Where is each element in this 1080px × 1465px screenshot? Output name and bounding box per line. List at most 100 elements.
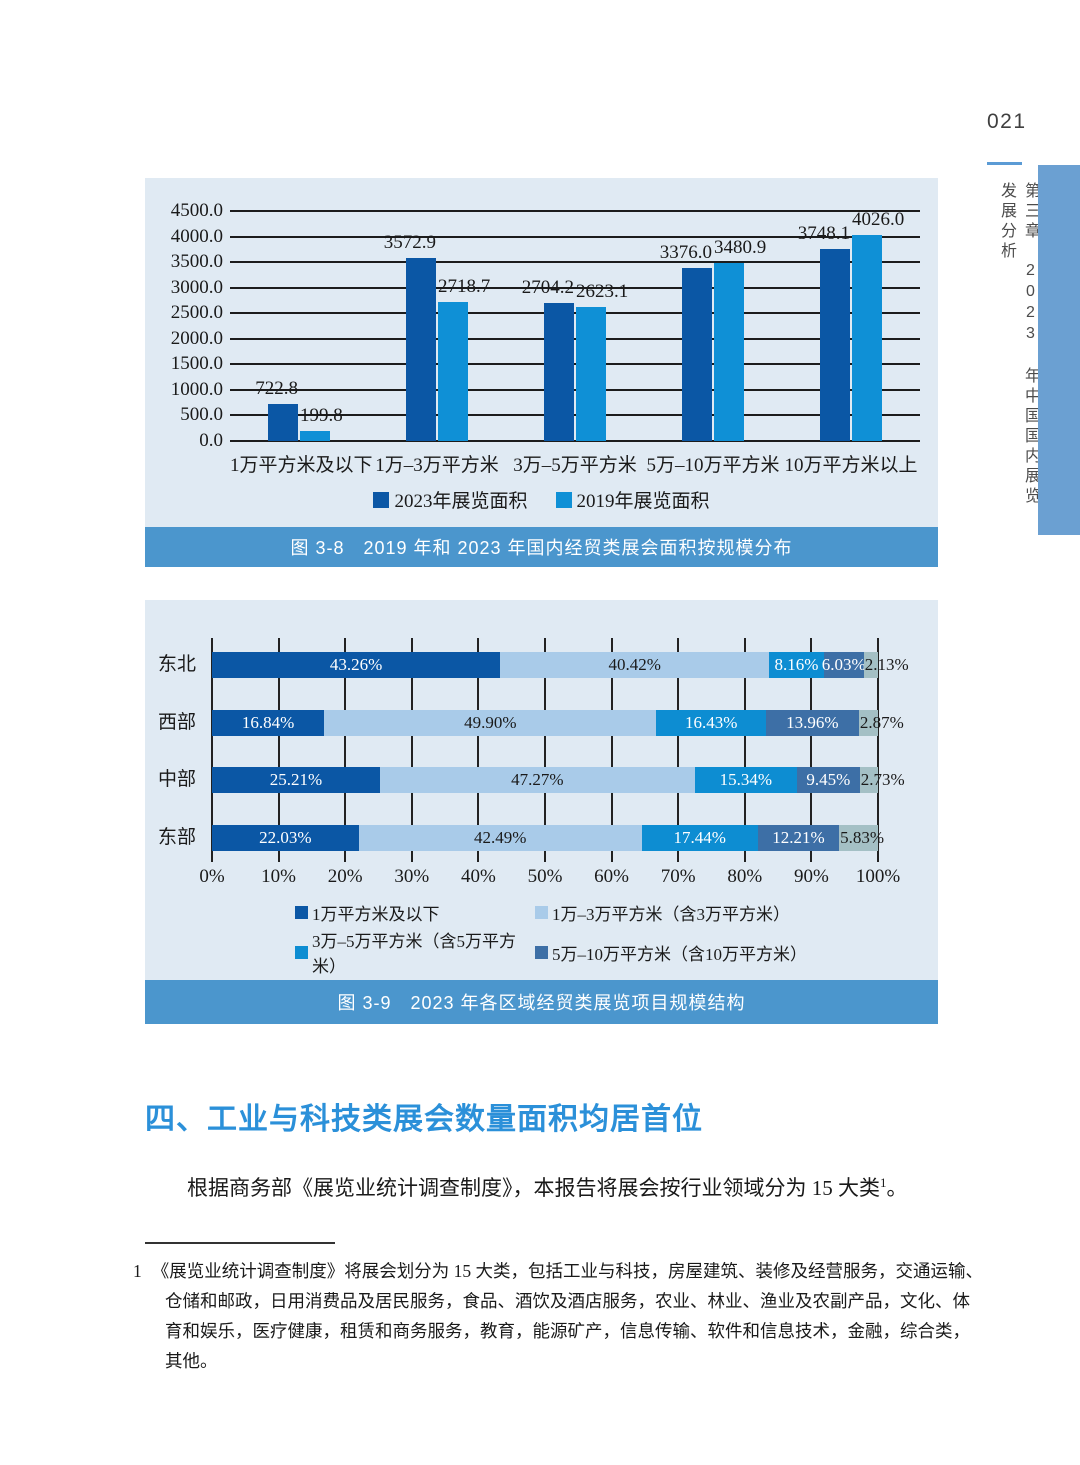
segment: 8.16%: [769, 652, 824, 678]
gridline: [230, 440, 920, 442]
gridline: [410, 638, 413, 862]
y-tick-label: 4000.0: [170, 225, 223, 247]
segment-label: 6.03%: [821, 655, 866, 674]
y-tick-label: 500.0: [180, 404, 223, 426]
x-tick-label: 40%: [460, 866, 496, 887]
y-tick-label: 2000.0: [170, 327, 223, 349]
segment-label: 17.44%: [673, 828, 726, 847]
segment-label: 5.83%: [840, 828, 885, 847]
segment-label: 43.26%: [329, 655, 383, 674]
segment: 2.87%: [858, 710, 904, 736]
legend-item: 2023年展览面积: [373, 486, 528, 513]
gridline: [810, 638, 813, 862]
chart1-legend: 2023年展览面积 2019年展览面积: [145, 486, 938, 513]
bar-2019: [714, 263, 744, 441]
legend-swatch: [295, 945, 308, 959]
x-tick-label: 80%: [727, 866, 763, 887]
stacked-bar-row: 43.26% 40.42% 8.16% 6.03% 2.13%: [212, 652, 909, 678]
segment: 16.43%: [656, 710, 766, 736]
chapter-sidebar-strip: [1038, 165, 1080, 535]
bar-value-label: 4026.0: [852, 209, 905, 231]
segment-label: 25.21%: [269, 770, 323, 789]
bar-value-label: 722.8: [255, 378, 298, 400]
gridline: [230, 363, 920, 366]
segment: 43.26%: [212, 652, 501, 678]
chart1-plot: 722.8 199.8 3572.9 2718.7 2704.2 2623.1 3376.0…: [230, 209, 920, 442]
chapter-sidebar-title: 第三章 2023 年中国国内展览发展分析: [998, 182, 1039, 507]
bar-group: 2704.2 2623.1: [506, 211, 644, 441]
gridline: [230, 286, 920, 289]
segment: 13.96%: [765, 710, 859, 736]
bar-value-label: 3572.9: [383, 232, 436, 254]
segment: 9.45%: [796, 767, 860, 793]
stacked-bar-row: 16.84% 49.90% 16.43% 13.96% 2.87%: [212, 710, 904, 736]
y-tick-label: 3500.0: [170, 251, 223, 273]
segment-label: 13.96%: [786, 713, 839, 732]
segment-label: 12.21%: [772, 828, 825, 847]
gridline: [230, 210, 920, 212]
y-tick-label: 1500.0: [170, 353, 223, 375]
segment-label: 2.13%: [864, 655, 909, 674]
gridline: [544, 638, 546, 862]
bar-2019: [852, 235, 882, 441]
gridline: [677, 638, 680, 862]
page-number-rule: [987, 162, 1022, 165]
segment-label: 49.90%: [464, 713, 517, 732]
legend-label: 1万平方米及以下: [312, 905, 440, 924]
figure-3-9-caption: 图 3-9 2023 年各区域经贸类展览项目规模结构: [145, 980, 938, 1024]
segment-label: 40.42%: [608, 655, 661, 674]
segment-label: 9.45%: [806, 770, 851, 789]
segment: 42.49%: [358, 825, 642, 851]
footnote-text: 《展览业统计调查制度》将展会划分为 15 大类，包括工业与科技，房屋建筑、装修及…: [151, 1261, 983, 1372]
legend-label: 2023年展览面积: [394, 491, 528, 512]
chart1-y-axis-labels: 0.0 500.0 1000.0 1500.0 2000.0 2500.0 3000.0 35…: [145, 200, 223, 451]
gridline: [277, 638, 280, 862]
paragraph-text: 根据商务部《展览业统计调查制度》，本报告将展会按行业领域分为 15 大类: [187, 1176, 880, 1200]
x-tick-label: 60%: [594, 866, 630, 887]
section-heading: 四、工业与科技类展会数量面积均居首位: [145, 1103, 703, 1136]
bar-value-label: 3480.9: [714, 237, 767, 259]
legend-swatch: [555, 491, 572, 508]
gridline: [230, 235, 920, 238]
legend-item: 1万–3万平方米（含3万平方米）: [535, 900, 807, 925]
bar-group: 3376.0 3480.9: [644, 211, 782, 441]
chart2-plot: 0% 10% 20% 30% 40% 50% 60% 70% 80% 90% 100% 43.26% 4…: [199, 638, 909, 887]
segment: 12.21%: [757, 825, 840, 851]
gridline: [230, 261, 920, 264]
segment: 2.73%: [859, 767, 905, 793]
gridline: [230, 337, 920, 340]
bar-value-label: 2718.7: [438, 276, 491, 298]
figure-3-8-caption: 图 3-8 2019 年和 2023 年国内经贸类展会面积按规模分布: [145, 527, 938, 567]
paragraph-tail: 。: [886, 1176, 908, 1200]
segment-label: 2.73%: [860, 770, 905, 789]
segment: 2.13%: [863, 652, 909, 678]
row-category-label: 中部: [157, 769, 196, 790]
bar-value-label: 3376.0: [659, 242, 712, 264]
gridline: [211, 638, 213, 862]
bar-2023: [820, 249, 850, 441]
figure-3-8-panel: 0.0 500.0 1000.0 1500.0 2000.0 2500.0 3000.0 35…: [145, 178, 938, 567]
segment: 17.44%: [641, 825, 758, 851]
segment-label: 16.43%: [684, 713, 738, 732]
gridline: [877, 638, 879, 862]
bar-2023: [268, 404, 298, 441]
bar-group: 722.8 199.8: [230, 211, 368, 441]
y-tick-label: 2500.0: [170, 302, 223, 324]
footnote-marker: 1: [133, 1261, 142, 1281]
gridline: [230, 388, 920, 391]
x-tick-label: 70%: [660, 866, 696, 887]
segment: 25.21%: [212, 767, 380, 793]
x-tick-label: 50%: [527, 866, 563, 887]
row-category-label: 东北: [157, 654, 196, 675]
gridline: [477, 638, 480, 862]
page-number: 021: [987, 110, 1027, 133]
x-tick-label: 90%: [793, 866, 829, 887]
bar-2019: [300, 430, 330, 441]
segment-label: 42.49%: [473, 828, 527, 847]
gridline: [230, 414, 920, 417]
y-tick-label: 1000.0: [170, 378, 223, 400]
segment: 5.83%: [839, 825, 884, 851]
row-category-label: 西部: [157, 712, 196, 733]
bar-value-label: 2623.1: [576, 280, 629, 302]
chart2-category-labels: 东北 西部 中部 东部: [145, 638, 204, 862]
